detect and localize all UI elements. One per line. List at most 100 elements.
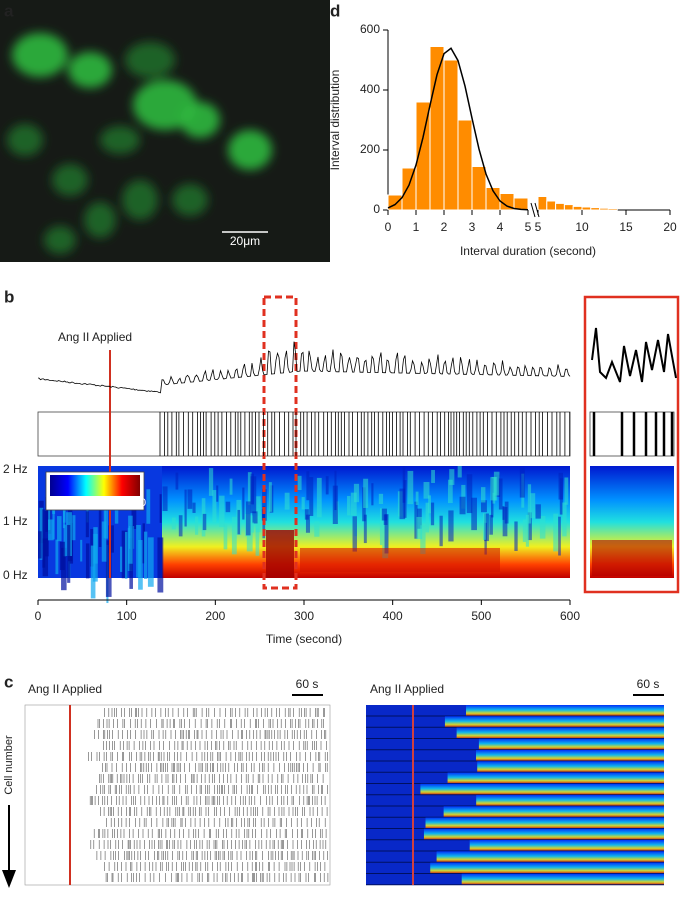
x-tick-label: 0 bbox=[35, 609, 42, 623]
spec-streak bbox=[143, 531, 148, 579]
y-axis-label: Interval distribution bbox=[328, 70, 342, 171]
spec-streak bbox=[124, 531, 128, 579]
raster-frame bbox=[589, 411, 675, 457]
raster-frame bbox=[24, 704, 331, 886]
spec-streak bbox=[268, 482, 272, 512]
spec-streak bbox=[399, 488, 406, 520]
spec-streak bbox=[493, 471, 500, 496]
cell-spikes bbox=[88, 752, 328, 761]
spec-streak bbox=[90, 545, 96, 599]
spec-streak bbox=[80, 539, 83, 562]
heat-row bbox=[469, 840, 664, 851]
spec-streak bbox=[255, 496, 261, 533]
spec-streak bbox=[212, 490, 217, 523]
spec-streak bbox=[250, 522, 255, 533]
spec-streak bbox=[407, 470, 414, 505]
spec-streak bbox=[202, 513, 207, 531]
y-tick-label: 200 bbox=[360, 142, 380, 156]
heat-row bbox=[456, 727, 664, 739]
bar bbox=[563, 204, 574, 211]
spec-streak bbox=[178, 515, 183, 537]
y-axis-label: Cell number bbox=[3, 735, 15, 795]
spec-streak bbox=[350, 492, 357, 516]
spec-streak bbox=[414, 501, 418, 539]
spec-streak bbox=[245, 501, 251, 536]
spec-streak bbox=[562, 502, 567, 537]
cell bbox=[68, 52, 112, 88]
cell bbox=[52, 164, 88, 196]
spec-streak bbox=[379, 508, 383, 546]
spec-streak bbox=[147, 537, 154, 587]
x-tick-label: 3 bbox=[469, 220, 476, 234]
spec-streak bbox=[504, 501, 509, 524]
cell-spikes bbox=[90, 840, 327, 849]
spec-streak bbox=[297, 475, 302, 491]
spec-streak bbox=[439, 515, 443, 547]
spec-streak bbox=[192, 502, 196, 513]
spec-streak bbox=[85, 511, 89, 538]
spec-streak bbox=[284, 492, 290, 510]
spec-streak bbox=[430, 502, 435, 526]
spec-streak bbox=[63, 524, 66, 557]
cell bbox=[122, 180, 158, 220]
spec-streak bbox=[403, 480, 407, 518]
spec-streak bbox=[255, 516, 260, 556]
bar bbox=[401, 167, 417, 211]
spec-streak bbox=[71, 515, 76, 541]
bar bbox=[429, 46, 445, 211]
spec-streak bbox=[420, 525, 426, 555]
bar bbox=[471, 166, 487, 211]
spec-streak bbox=[447, 479, 453, 504]
spec-streak bbox=[347, 495, 351, 516]
x-tick-label: 10 bbox=[575, 220, 589, 234]
bar bbox=[572, 205, 583, 211]
spec-hot bbox=[592, 540, 672, 576]
spec-streak bbox=[305, 514, 311, 533]
heat-row bbox=[477, 761, 664, 773]
spec-streak bbox=[159, 494, 162, 523]
x-tick-label: 100 bbox=[117, 609, 137, 623]
annotation: Ang II Applied bbox=[370, 682, 444, 696]
spec-streak bbox=[306, 471, 310, 501]
spec-streak bbox=[514, 521, 518, 551]
bar bbox=[443, 59, 459, 211]
heat-row bbox=[444, 716, 664, 728]
spec-streak bbox=[471, 497, 477, 531]
x-tick-label: 600 bbox=[560, 609, 580, 623]
spec-streak bbox=[428, 495, 431, 514]
x-axis-label: Time (second) bbox=[266, 632, 342, 646]
cell bbox=[12, 33, 68, 77]
spec-streak bbox=[489, 514, 493, 535]
spec-streak bbox=[423, 482, 430, 499]
cell-spikes bbox=[96, 785, 328, 794]
spec-streak bbox=[128, 515, 133, 564]
heat-row bbox=[423, 828, 664, 840]
spec-streak bbox=[247, 472, 252, 506]
spec-hot bbox=[300, 548, 500, 572]
cell bbox=[44, 226, 76, 254]
spec-streak bbox=[564, 477, 569, 505]
spec-streak bbox=[363, 478, 369, 509]
x-tick-label: 5 bbox=[525, 220, 532, 234]
x-tick-label: 500 bbox=[471, 609, 491, 623]
spec-streak bbox=[44, 511, 49, 557]
bar bbox=[387, 194, 403, 211]
colorbar-tick-label: 0 bbox=[47, 497, 53, 509]
colorbar-tick-label: 50 bbox=[134, 497, 146, 509]
spec-streak bbox=[314, 521, 320, 537]
spec-streak bbox=[448, 510, 454, 542]
x-tick-label: 300 bbox=[294, 609, 314, 623]
spec-streak bbox=[231, 516, 237, 555]
scale-bar-label: 20μm bbox=[230, 234, 260, 248]
cell-spikes bbox=[102, 763, 328, 772]
spec-streak bbox=[138, 540, 143, 590]
spec-streak bbox=[558, 516, 561, 556]
heat-row bbox=[466, 705, 664, 716]
axis-break bbox=[534, 202, 540, 218]
spec-streak bbox=[301, 497, 305, 510]
cell bbox=[100, 126, 140, 154]
spec-streak bbox=[45, 497, 48, 532]
spec-streak bbox=[120, 546, 123, 572]
cell-spikes bbox=[94, 730, 327, 739]
